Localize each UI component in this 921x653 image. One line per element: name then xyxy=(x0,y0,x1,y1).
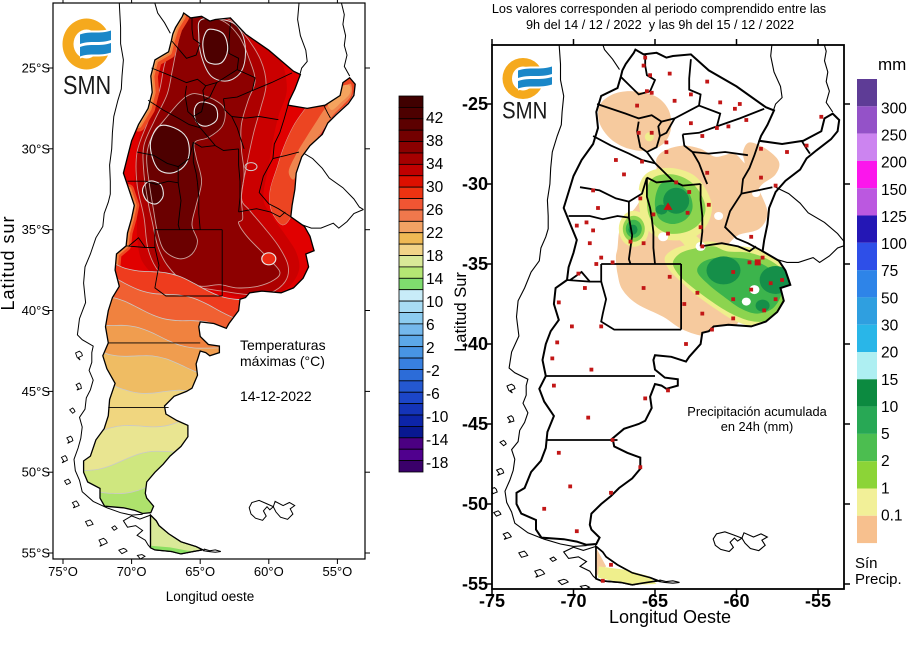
svg-text:Latitud sur: Latitud sur xyxy=(0,215,18,310)
svg-text:20: 20 xyxy=(881,345,899,362)
svg-text:15: 15 xyxy=(881,372,898,389)
svg-text:2: 2 xyxy=(426,340,435,357)
svg-text:22: 22 xyxy=(426,225,443,242)
svg-text:-75: -75 xyxy=(479,591,505,611)
svg-text:Latitud Sur: Latitud Sur xyxy=(452,272,470,352)
svg-text:-6: -6 xyxy=(426,386,440,403)
svg-text:25°S: 25°S xyxy=(22,61,51,76)
svg-text:Precip.: Precip. xyxy=(855,571,902,588)
svg-text:Longitud oeste: Longitud oeste xyxy=(166,589,255,604)
svg-text:-65: -65 xyxy=(642,591,668,611)
svg-text:10: 10 xyxy=(881,399,899,416)
svg-text:250: 250 xyxy=(881,128,907,145)
svg-text:60°O: 60°O xyxy=(254,564,284,579)
svg-text:65°O: 65°O xyxy=(185,564,215,579)
svg-text:50°S: 50°S xyxy=(22,465,51,480)
svg-text:14: 14 xyxy=(426,271,444,288)
svg-text:14-12-2022: 14-12-2022 xyxy=(240,388,312,404)
svg-text:300: 300 xyxy=(881,100,907,117)
svg-text:máximas (°C): máximas (°C) xyxy=(240,353,325,369)
svg-text:75°O: 75°O xyxy=(48,564,78,579)
svg-text:30: 30 xyxy=(881,318,899,335)
svg-text:-14: -14 xyxy=(426,432,449,449)
svg-text:2: 2 xyxy=(881,453,890,470)
svg-text:30°S: 30°S xyxy=(22,141,51,156)
svg-text:45°S: 45°S xyxy=(22,384,51,399)
svg-text:75: 75 xyxy=(881,263,898,280)
svg-text:5: 5 xyxy=(881,426,890,443)
svg-text:55°O: 55°O xyxy=(323,564,353,579)
svg-text:-10: -10 xyxy=(426,409,449,426)
svg-text:-70: -70 xyxy=(560,591,586,611)
svg-text:-30: -30 xyxy=(462,174,488,194)
svg-text:-45: -45 xyxy=(462,414,488,434)
svg-text:-2: -2 xyxy=(426,363,440,380)
svg-text:200: 200 xyxy=(881,155,907,172)
svg-text:6: 6 xyxy=(426,317,435,334)
svg-text:SMN: SMN xyxy=(63,72,111,100)
svg-text:150: 150 xyxy=(881,182,907,199)
svg-text:42: 42 xyxy=(426,110,443,127)
svg-text:Precipitación acumulada: Precipitación acumulada xyxy=(687,404,827,419)
svg-text:Sín: Sín xyxy=(855,555,878,572)
svg-text:en 24h (mm): en 24h (mm) xyxy=(721,419,794,434)
svg-text:-55: -55 xyxy=(462,574,488,594)
svg-text:38: 38 xyxy=(426,133,443,150)
svg-text:10: 10 xyxy=(426,294,444,311)
svg-text:18: 18 xyxy=(426,248,443,265)
svg-text:-18: -18 xyxy=(426,455,448,472)
svg-text:-40: -40 xyxy=(462,334,488,354)
svg-text:Longitud Oeste: Longitud Oeste xyxy=(609,607,731,627)
svg-text:40°S: 40°S xyxy=(22,303,51,318)
svg-text:Temperaturas: Temperaturas xyxy=(240,337,326,353)
svg-text:70°O: 70°O xyxy=(117,564,147,579)
svg-text:SMN: SMN xyxy=(502,97,547,124)
svg-text:0.1: 0.1 xyxy=(881,508,903,525)
svg-text:26: 26 xyxy=(426,202,443,219)
svg-text:9h del 14 / 12 / 2022 y las 9: 9h del 14 / 12 / 2022 y las 9h del 15 / … xyxy=(526,18,794,32)
svg-text:50: 50 xyxy=(881,290,899,307)
svg-text:-50: -50 xyxy=(462,494,488,514)
svg-text:30: 30 xyxy=(426,179,444,196)
svg-text:-60: -60 xyxy=(723,591,749,611)
svg-text:mm: mm xyxy=(878,55,906,74)
svg-text:-35: -35 xyxy=(462,254,488,274)
svg-text:55°S: 55°S xyxy=(22,546,51,561)
svg-text:125: 125 xyxy=(881,209,907,226)
svg-text:-25: -25 xyxy=(462,94,488,114)
svg-text:Los valores corresponden al pe: Los valores corresponden al periodo comp… xyxy=(492,2,826,16)
svg-text:-55: -55 xyxy=(805,591,831,611)
svg-text:1: 1 xyxy=(881,480,890,497)
svg-text:100: 100 xyxy=(881,236,907,253)
svg-text:34: 34 xyxy=(426,156,444,173)
svg-text:35°S: 35°S xyxy=(22,222,51,237)
